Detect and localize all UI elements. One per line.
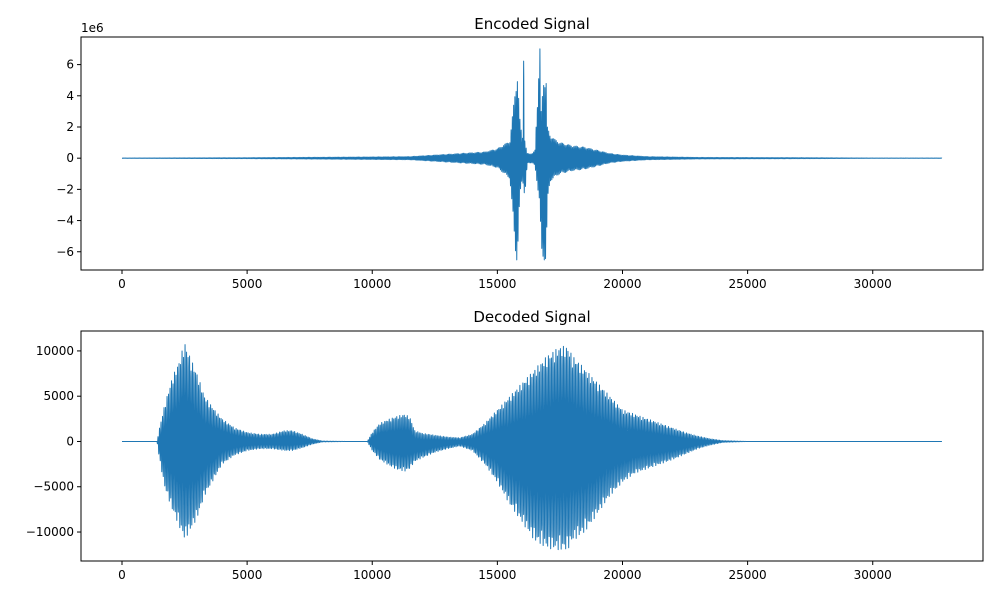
- encoded-signal-title: Encoded Signal: [474, 15, 590, 33]
- decoded-signal-y-ticks: −10000 −5000 0 5000 10000: [26, 344, 81, 539]
- decoded-signal-x-ticks: 0 5000 10000 15000 20000 25000 30000: [118, 561, 892, 582]
- encoded-signal-line: [121, 48, 943, 261]
- decoded-signal-y-tick-label: 0: [66, 434, 74, 448]
- encoded-signal-x-tick-label: 25000: [729, 277, 767, 291]
- decoded-signal-y-tick-label: −10000: [26, 525, 74, 539]
- decoded-signal-y-tick-label: 10000: [36, 344, 74, 358]
- decoded-signal-x-tick-label: 10000: [353, 568, 391, 582]
- encoded-signal-axes: Encoded Signal 1e6 0 5000 10000 15000 20000 2…: [56, 15, 984, 291]
- encoded-signal-x-tick-label: 10000: [353, 277, 391, 291]
- decoded-signal-series: [121, 344, 943, 551]
- decoded-signal-y-tick-label: −5000: [33, 480, 74, 494]
- decoded-signal-x-tick-label: 20000: [603, 568, 641, 582]
- encoded-signal-x-tick-label: 0: [118, 277, 126, 291]
- decoded-signal-y-tick-label: 5000: [43, 389, 74, 403]
- encoded-signal-y-tick-label: 0: [66, 151, 74, 165]
- encoded-signal-y-tick-label: 6: [66, 58, 74, 72]
- encoded-signal-y-tick-label: 4: [66, 89, 74, 103]
- encoded-signal-series: [121, 48, 943, 261]
- encoded-signal-x-ticks: 0 5000 10000 15000 20000 25000 30000: [118, 270, 892, 291]
- encoded-signal-frame: [80, 36, 984, 271]
- encoded-signal-y-tick-label: −6: [56, 245, 74, 259]
- encoded-signal-y-tick-label: −4: [56, 214, 74, 228]
- decoded-signal-frame: [80, 330, 984, 562]
- encoded-signal-x-tick-label: 20000: [603, 277, 641, 291]
- decoded-signal-x-tick-label: 15000: [478, 568, 516, 582]
- encoded-signal-offset-text: 1e6: [81, 21, 104, 35]
- encoded-signal-y-ticks: −6 −4 −2 0 2 4 6: [56, 58, 81, 259]
- decoded-signal-x-tick-label: 0: [118, 568, 126, 582]
- encoded-signal-y-tick-label: 2: [66, 120, 74, 134]
- decoded-signal-axes: Decoded Signal 0 5000 10000 15000 20000 25000…: [26, 308, 984, 582]
- decoded-signal-x-tick-label: 30000: [854, 568, 892, 582]
- encoded-signal-x-tick-label: 30000: [854, 277, 892, 291]
- encoded-signal-y-tick-label: −2: [56, 182, 74, 196]
- encoded-signal-x-tick-label: 15000: [478, 277, 516, 291]
- encoded-signal-x-tick-label: 5000: [232, 277, 263, 291]
- decoded-signal-x-tick-label: 25000: [729, 568, 767, 582]
- decoded-signal-title: Decoded Signal: [473, 308, 590, 326]
- decoded-signal-line: [121, 344, 943, 551]
- decoded-signal-x-tick-label: 5000: [232, 568, 263, 582]
